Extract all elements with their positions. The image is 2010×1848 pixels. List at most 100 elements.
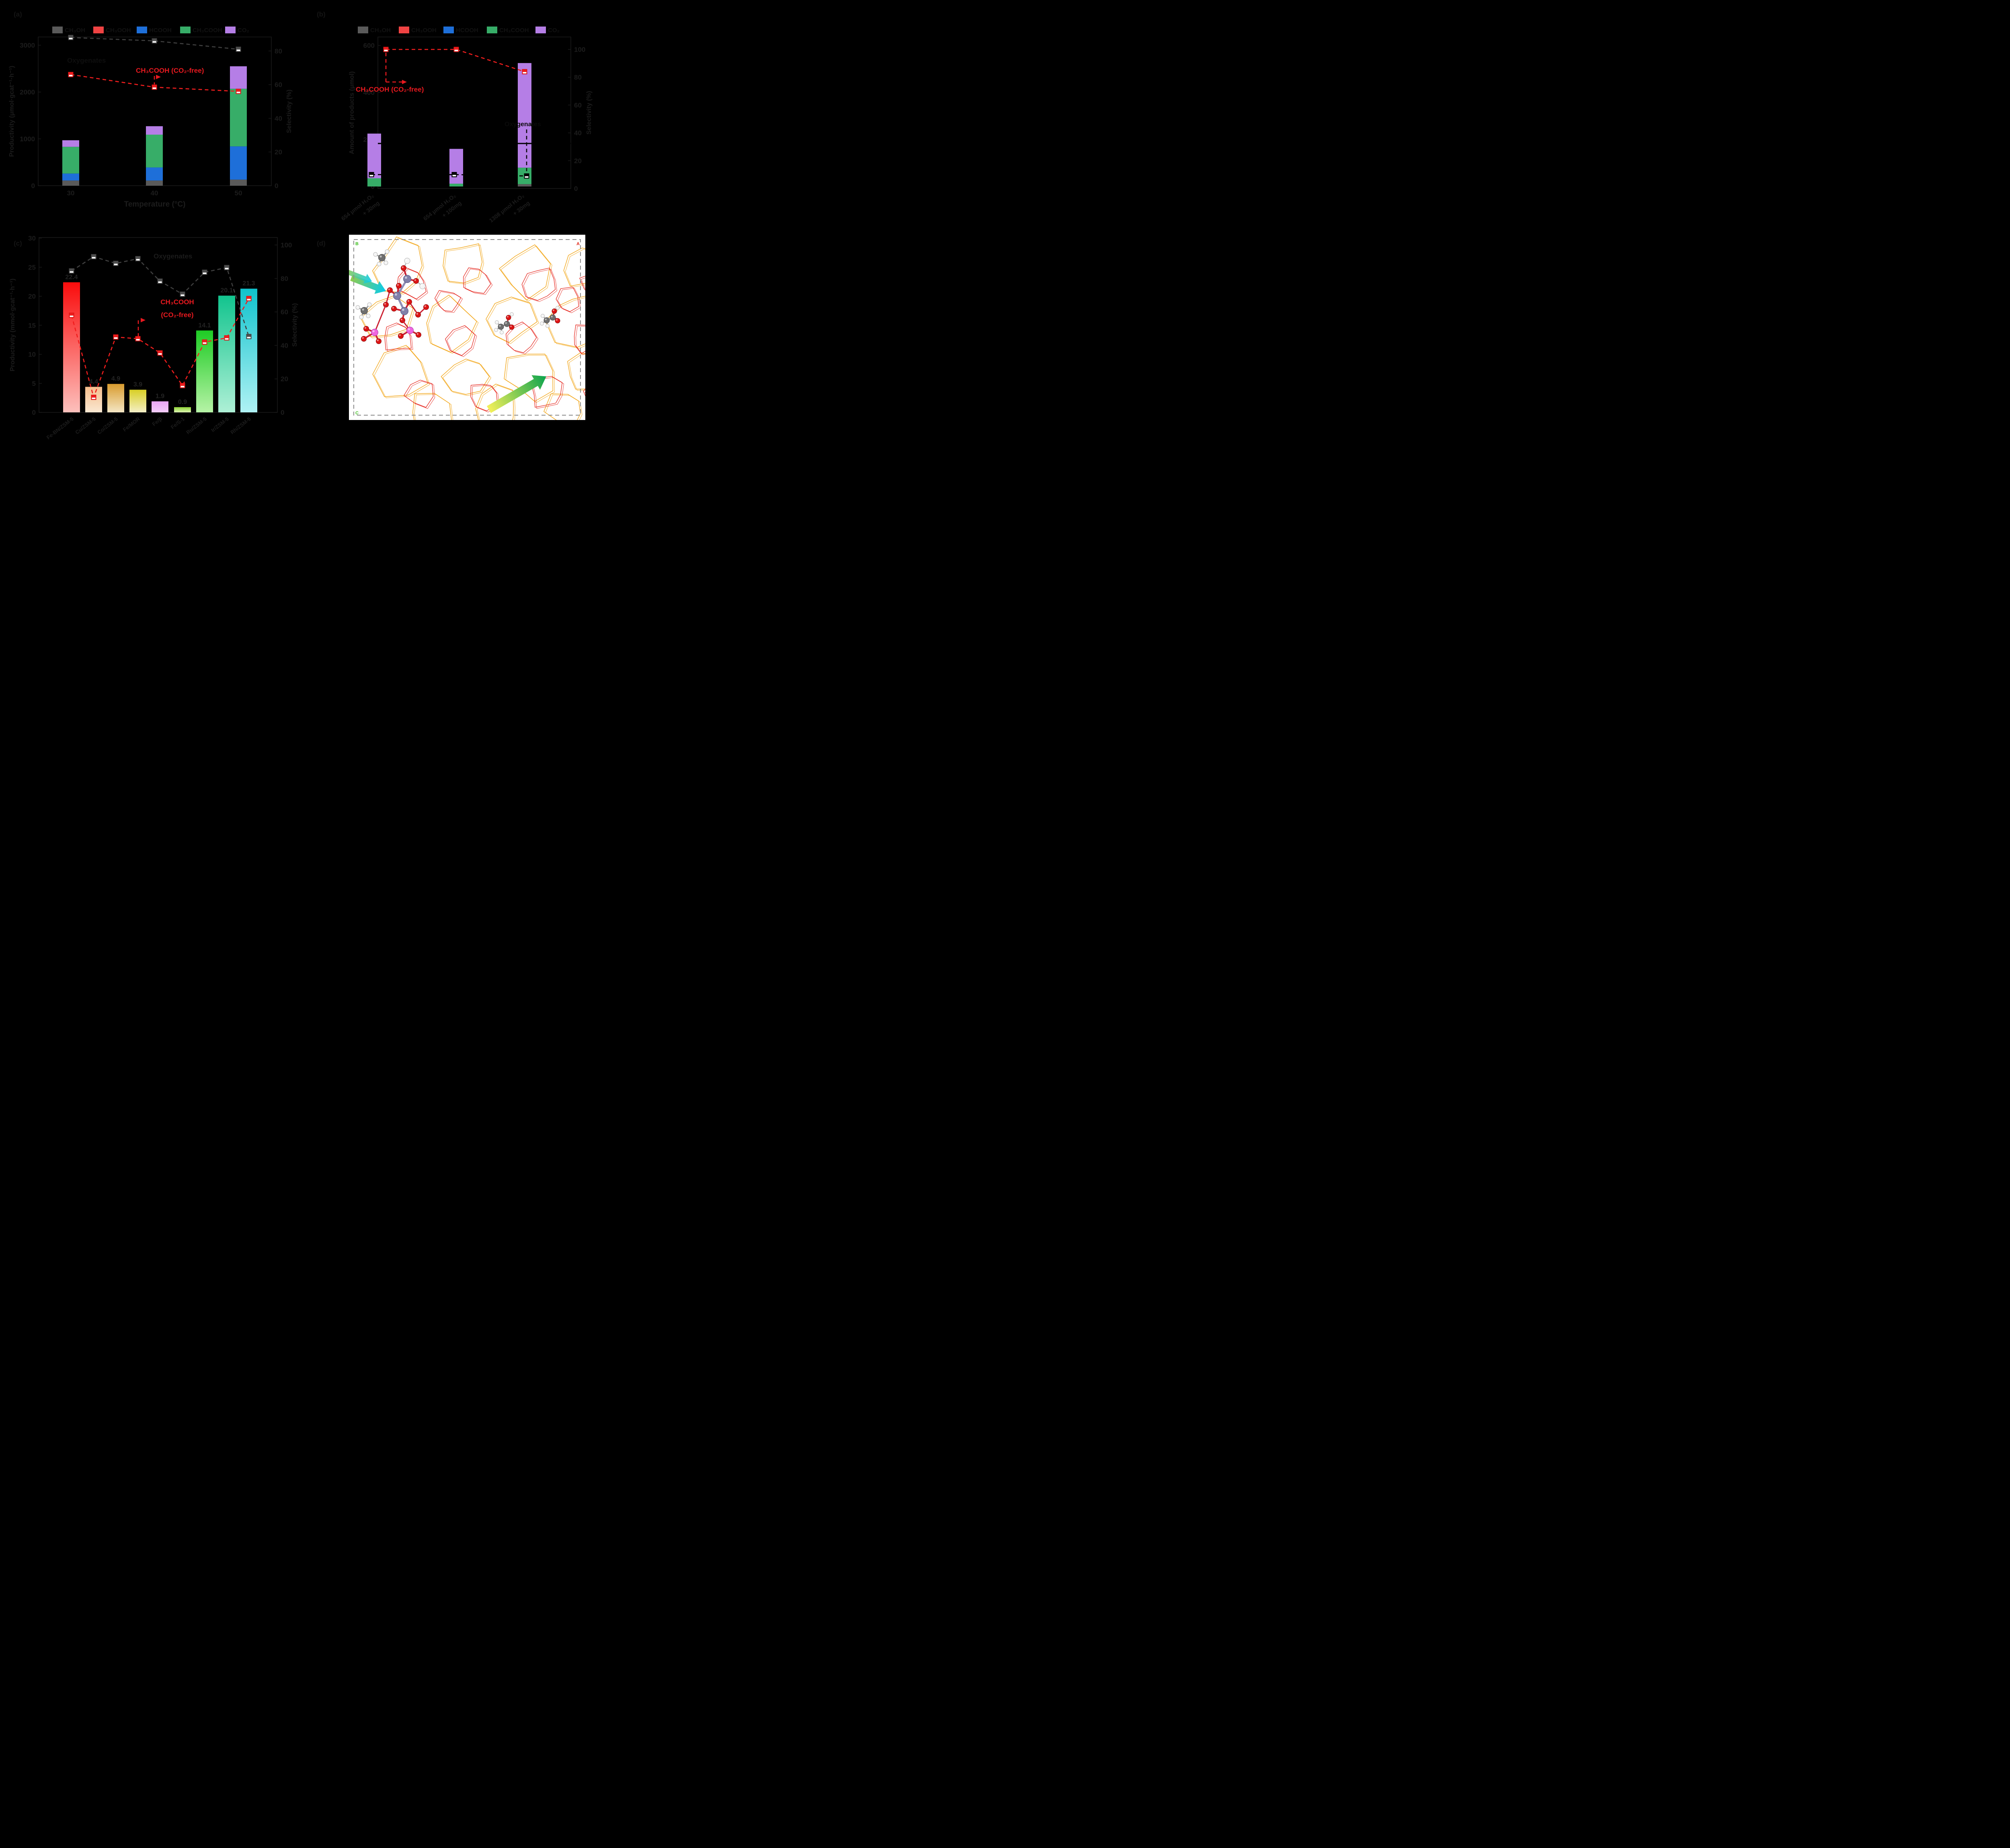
legend-swatch bbox=[487, 27, 497, 33]
atom-highlight bbox=[505, 322, 507, 324]
panel-d-structure: B A C bbox=[349, 235, 585, 420]
atom bbox=[509, 324, 515, 330]
atom-highlight bbox=[362, 337, 364, 339]
atom-highlight bbox=[416, 313, 418, 315]
legend-label: CH₃OH bbox=[370, 27, 391, 34]
legend-label: CO₂ bbox=[238, 27, 249, 34]
marker-square-top bbox=[202, 339, 207, 342]
atom bbox=[416, 332, 421, 338]
arrow-in-group bbox=[349, 269, 372, 284]
y-left-tick: 600 bbox=[363, 42, 375, 49]
x-tick: Fe-BN/ZSM-5 bbox=[45, 416, 75, 441]
marker-square-top bbox=[135, 256, 141, 259]
acoh-note: CH₃COOH (CO₂-free) bbox=[136, 67, 204, 74]
x-tick: Ir/ZSM-5 bbox=[210, 416, 230, 433]
y-left-tick: 0 bbox=[32, 409, 36, 416]
y-left-tick: 10 bbox=[28, 351, 36, 359]
y-right-tick: 40 bbox=[275, 115, 282, 122]
marker-square-top bbox=[369, 172, 374, 175]
acoh-note-line1: CH₃COOH bbox=[160, 298, 194, 306]
atom-highlight bbox=[368, 303, 369, 305]
y-left-title: Productivity (μmol·gcat⁻¹·h⁻¹) bbox=[8, 66, 15, 157]
arrow-out-group bbox=[487, 375, 546, 413]
plot-frame bbox=[377, 37, 571, 189]
legend-swatch bbox=[137, 27, 147, 33]
y-right-tick: 0 bbox=[574, 185, 578, 193]
bar-segment-CH₃COOH bbox=[230, 88, 247, 147]
legend-swatch bbox=[443, 27, 454, 33]
atom-highlight bbox=[374, 253, 375, 254]
bar-Rh/ZSM-5 bbox=[240, 289, 257, 412]
y-right-tick: 100 bbox=[574, 46, 585, 53]
atom bbox=[495, 320, 499, 324]
y-right-tick: 0 bbox=[275, 182, 278, 190]
zeolite-ring bbox=[372, 345, 429, 397]
atom bbox=[406, 299, 412, 305]
zeolite-ring bbox=[477, 385, 515, 420]
atom-highlight bbox=[511, 313, 512, 314]
x-tick: 30 bbox=[67, 189, 75, 197]
atom bbox=[361, 307, 368, 314]
panel-a-letter: (a) bbox=[14, 10, 22, 18]
cell-label-a: A bbox=[576, 242, 580, 246]
atom-highlight bbox=[546, 325, 548, 326]
marker-square-top bbox=[451, 172, 457, 175]
bar-value-label: 3.9 bbox=[133, 381, 142, 388]
oxygenates-note: Oxygenates bbox=[154, 252, 192, 260]
bar-segment-CH₃OH bbox=[230, 179, 247, 186]
bond bbox=[374, 304, 387, 333]
atom-highlight bbox=[402, 266, 404, 268]
zeolite-ring bbox=[576, 326, 585, 355]
atom-highlight bbox=[402, 308, 404, 311]
y-left-tick: 0 bbox=[371, 183, 375, 191]
zeolite-ring bbox=[436, 291, 463, 313]
legend-label: HCOOH bbox=[149, 27, 172, 34]
atom bbox=[541, 314, 545, 318]
atom bbox=[366, 313, 371, 318]
zeolite-ring bbox=[405, 381, 435, 409]
zeolite-ring bbox=[583, 388, 585, 397]
marker-square-top bbox=[522, 69, 527, 72]
marker-square-top bbox=[91, 254, 96, 257]
atom-highlight bbox=[407, 300, 409, 302]
marker-square-top bbox=[236, 89, 241, 92]
panel-b-chart: 0200400600020406080100Amount of products… bbox=[340, 27, 593, 224]
legend-swatch bbox=[180, 27, 191, 33]
y-right-tick: 80 bbox=[574, 74, 582, 81]
note-arrowhead bbox=[141, 318, 146, 322]
bar-Fe/S-1 bbox=[174, 407, 191, 412]
bar-segment-HCOOH bbox=[62, 173, 79, 181]
atom-highlight bbox=[424, 305, 426, 307]
atom bbox=[419, 283, 426, 289]
acoh-note-line2: (CO₂-free) bbox=[161, 311, 193, 319]
gradient-arrow bbox=[350, 275, 386, 294]
atom bbox=[550, 314, 556, 321]
panel-d-letter: (d) bbox=[317, 240, 326, 247]
atom bbox=[404, 258, 410, 264]
atom-highlight bbox=[367, 314, 368, 316]
y-right-tick: 20 bbox=[574, 157, 582, 165]
oxygenates-note: Oxygenates bbox=[505, 121, 541, 128]
atom bbox=[396, 283, 402, 289]
bar-Fe-BN/ZSM-5 bbox=[63, 282, 80, 412]
atom bbox=[556, 306, 560, 310]
atom bbox=[544, 317, 550, 324]
atom bbox=[546, 324, 550, 328]
dashed-line bbox=[371, 174, 527, 177]
marker-square-top bbox=[68, 72, 74, 75]
y-right-tick: 0 bbox=[281, 409, 284, 416]
x-tick: Fe/S-1 bbox=[170, 416, 186, 430]
panel-a-chart: 0 1000 2000 3000 0 20 40 60 80 30 40 50 Temperature … bbox=[8, 27, 293, 209]
bar-segment-CH₃COOH bbox=[146, 135, 163, 168]
figure-canvas: 0 1000 2000 3000 0 20 40 60 80 30 40 50 Temperature … bbox=[0, 0, 606, 462]
y-left-tick: 5 bbox=[32, 380, 36, 387]
atom bbox=[555, 318, 560, 324]
atom-highlight bbox=[377, 339, 379, 341]
gradient-arrow bbox=[487, 375, 546, 413]
y-right-tick: 40 bbox=[281, 342, 288, 349]
legend-label: CH₃OH bbox=[65, 27, 85, 34]
y-left-tick: 0 bbox=[31, 182, 35, 190]
x-tick: 40 bbox=[151, 189, 158, 197]
y-right-tick: 100 bbox=[281, 242, 292, 249]
marker-square-top bbox=[68, 35, 74, 38]
